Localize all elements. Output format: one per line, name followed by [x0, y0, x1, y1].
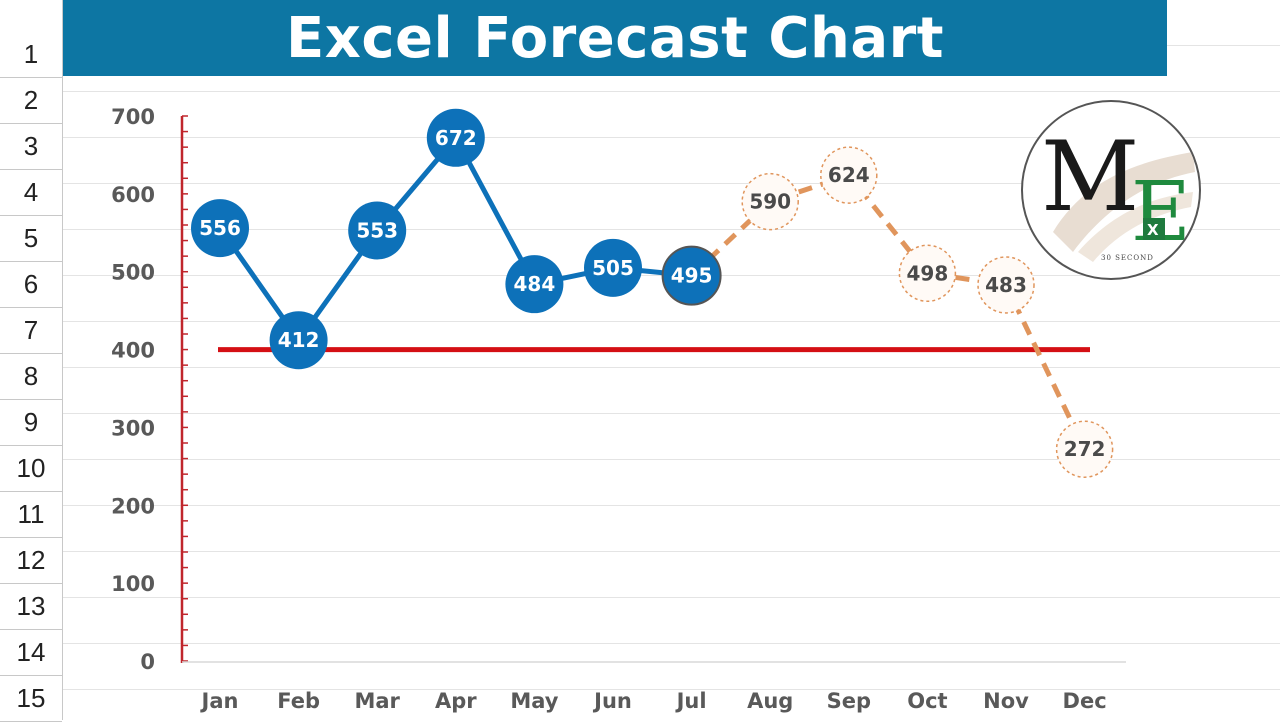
row-header-8[interactable]: 8 — [0, 354, 62, 400]
forecast-point — [1055, 420, 1114, 478]
actual-point — [191, 199, 249, 258]
forecast-point — [820, 146, 878, 204]
forecast-data-label: 498 — [907, 261, 949, 285]
brand-logo-mark: M E X 30 SECOND — [1041, 121, 1195, 262]
y-tick-label: 500 — [111, 261, 155, 285]
actual-point — [348, 201, 407, 260]
row-header-13[interactable]: 13 — [0, 584, 62, 630]
page-title: Excel Forecast Chart — [285, 5, 945, 71]
forecast-data-label: 483 — [985, 273, 1027, 297]
row-header-6[interactable]: 6 — [0, 262, 62, 308]
x-tick-label: Nov — [983, 689, 1029, 713]
actual-data-label: 484 — [514, 272, 556, 296]
actual-data-label: 553 — [356, 218, 398, 242]
x-tick-label: Aug — [747, 689, 793, 713]
y-tick-label: 100 — [111, 572, 155, 596]
row-header-4[interactable]: 4 — [0, 170, 62, 216]
x-tick-label: Jul — [675, 689, 707, 713]
row-header-11[interactable]: 11 — [0, 492, 62, 538]
y-tick-label: 700 — [111, 105, 155, 129]
x-tick-label: Sep — [827, 689, 871, 713]
logo-letter-m: M — [1041, 121, 1139, 233]
y-tick-label: 200 — [111, 494, 155, 518]
forecast-point — [977, 256, 1035, 314]
y-tick-label: 0 — [140, 650, 155, 674]
row-header-5[interactable]: 5 — [0, 216, 62, 262]
forecast-data-label: 272 — [1064, 437, 1106, 461]
forecast-data-label: 590 — [749, 190, 791, 214]
forecast-data-label: 624 — [828, 163, 870, 187]
x-tick-label: Dec — [1063, 689, 1107, 713]
actual-point — [505, 255, 564, 314]
forecast-point — [898, 244, 957, 303]
actual-point — [584, 238, 642, 297]
row-header-1[interactable]: 1 — [0, 32, 62, 78]
excel-badge-icon — [1143, 218, 1165, 240]
x-tick-label: Oct — [907, 689, 947, 713]
excel-badge-letter: X — [1147, 221, 1159, 239]
forecast-point — [741, 172, 799, 231]
row-header-14[interactable]: 14 — [0, 630, 62, 676]
actual-point — [269, 311, 328, 370]
y-tick-label: 600 — [111, 183, 155, 207]
actual-data-label: 495 — [671, 264, 713, 288]
actual-data-label: 505 — [592, 256, 634, 280]
title-banner: Excel Forecast Chart — [63, 0, 1167, 76]
row-headers: 1 2 3 4 5 6 7 8 9 10 11 12 13 14 15 — [0, 0, 63, 722]
row-header-7[interactable]: 7 — [0, 308, 62, 354]
actual-data-label: 556 — [199, 216, 241, 240]
row-header-2[interactable]: 2 — [0, 78, 62, 124]
x-tick-label: Jan — [200, 689, 239, 713]
brand-logo: M E X 30 SECOND — [1021, 100, 1201, 280]
actual-point — [661, 245, 722, 306]
actual-data-label: 672 — [435, 126, 477, 150]
actual-series-line — [217, 135, 692, 343]
x-tick-label: Jun — [592, 689, 632, 713]
x-tick-label: Feb — [277, 689, 320, 713]
y-tick-label: 400 — [111, 339, 155, 363]
x-tick-label: May — [510, 689, 558, 713]
row-header-10[interactable]: 10 — [0, 446, 62, 492]
y-tick-label: 300 — [111, 416, 155, 440]
logo-tagline: 30 SECOND — [1101, 254, 1154, 262]
row-header-9[interactable]: 9 — [0, 400, 62, 446]
actual-point — [426, 108, 485, 167]
row-header-3[interactable]: 3 — [0, 124, 62, 170]
actual-data-label: 412 — [278, 328, 320, 352]
x-tick-label: Mar — [354, 689, 400, 713]
row-header-12[interactable]: 12 — [0, 538, 62, 584]
x-tick-label: Apr — [435, 689, 477, 713]
forecast-series-line — [689, 172, 1087, 451]
